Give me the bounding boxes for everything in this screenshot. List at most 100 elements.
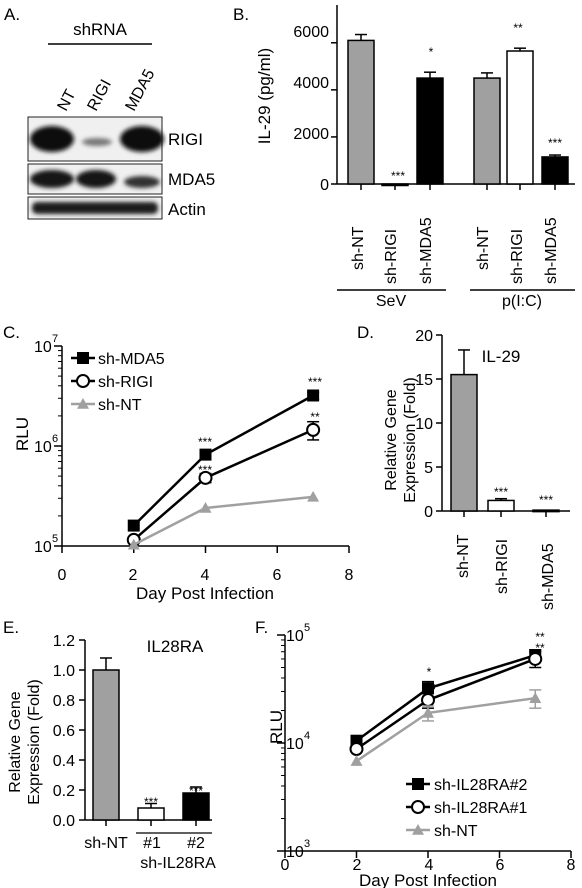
panel-c-xtick: 8: [345, 567, 354, 584]
panel-f-letter: F.: [255, 618, 268, 637]
point-sh-IL28RA#1: [528, 651, 543, 666]
band-rigi-rigi: [82, 138, 112, 146]
panel-f-ytick-exp: 5: [304, 622, 310, 634]
panel-f-sig: **: [535, 641, 545, 655]
panel-b-sig: *: [429, 45, 434, 59]
point-sh-NT: [529, 692, 542, 703]
legend-marker-sh-IL28RA#2: [412, 778, 424, 790]
panel-c-legend-label: sh-MDA5: [98, 351, 165, 368]
panel-f-legend-label: sh-IL28RA#1: [434, 800, 527, 817]
panel-c-plot: [54, 345, 350, 553]
panel-f-sig: ns: [423, 679, 436, 693]
panel-f-xtick: 6: [496, 857, 505, 874]
panel-e-inset-title: IL28RA: [147, 637, 204, 656]
panel-d-inset-title: IL-29: [482, 347, 521, 366]
lane-label-rigi: RIGI: [85, 77, 115, 114]
panel-d-cat-label: sh-MDA5: [540, 543, 557, 610]
point-sh-NT: [199, 501, 212, 513]
panel-d-sig: ***: [539, 493, 553, 507]
panel-c-sig: ***: [198, 435, 212, 449]
panel-e-ytick: 1.0: [53, 663, 75, 680]
panel-d-ylabel-2: Expression (Fold): [402, 377, 419, 502]
panel-d: D. Relative Gene Expression (Fold) 0 5 1…: [357, 323, 570, 610]
panel-d-cat-label: sh-RIGI: [494, 539, 511, 594]
panel-a-letter: A.: [4, 5, 20, 24]
bar-sh-MDA5: [416, 77, 444, 185]
panel-c-ylabel: RLU: [13, 417, 32, 451]
panel-b-cat-label: sh-RIGI: [383, 229, 400, 284]
panel-e-ytick: 0.4: [53, 753, 75, 770]
panel-f-ylabel: RLU: [267, 710, 286, 744]
panel-d-ytick: 0: [424, 504, 433, 521]
panel-c-ytick-exp: 6: [52, 433, 58, 445]
panel-b-ytick: 4000: [293, 75, 329, 92]
panel-e-ylabel-2: Expression (Fold): [26, 679, 43, 804]
panel-e-ytick: 0.2: [53, 783, 75, 800]
legend-marker-sh-NT: [77, 398, 89, 409]
point-sh-MDA5: [127, 519, 140, 532]
panel-f-xtick: 0: [281, 857, 290, 874]
point-sh-MDA5: [199, 448, 212, 461]
panel-f-ytick-exp: 3: [304, 838, 310, 850]
band-mda5-mda5: [124, 176, 160, 188]
panel-e-cat-label: sh-NT: [84, 835, 128, 852]
panel-e-group-label: sh-IL28RA: [140, 855, 216, 872]
panel-b-ylabel: IL-29 (pg/ml): [255, 48, 274, 144]
point-sh-NT: [350, 755, 363, 766]
series-line-sh-IL28RA#1: [355, 657, 536, 751]
panel-c-ytick-base: 10: [34, 539, 52, 556]
panel-c-letter: C.: [3, 323, 20, 342]
legend-marker-sh-MDA5: [77, 352, 89, 364]
panel-e-ytick: 1.2: [53, 633, 75, 650]
bar-sh-NT: [450, 373, 478, 512]
panel-b-sig: ***: [548, 136, 562, 150]
panel-c-legend-label: sh-NT: [98, 397, 142, 414]
panel-b-sig: ***: [391, 169, 405, 183]
panel-d-cat-label: sh-NT: [455, 534, 472, 578]
panel-e: E. Relative Gene Expression (Fold) 0.0 0…: [3, 618, 216, 872]
group-label-sev: SeV: [376, 293, 407, 310]
blot-label-rigi: RIGI: [168, 130, 203, 149]
panel-d-ytick: 5: [424, 460, 433, 477]
bar-sh-NT: [473, 77, 501, 185]
panel-c-legend-label: sh-RIGI: [98, 374, 153, 391]
panel-b-sig: **: [513, 21, 523, 35]
panel-b-cat-label: sh-RIGI: [509, 229, 526, 284]
panel-d-ytick: 10: [415, 416, 433, 433]
point-sh-MDA5: [307, 389, 320, 402]
panel-c-xlabel: Day Post Infection: [136, 584, 274, 603]
panel-c: C. RLU 10 5 10 6 10 7 0 2 4 6 8 Day Post…: [3, 323, 354, 603]
bar-#2: [182, 792, 210, 821]
bar-sh-MDA5: [541, 156, 569, 185]
series-line-sh-NT: [133, 495, 314, 546]
point-sh-NT: [422, 706, 434, 718]
panel-f-xtick: 8: [567, 857, 576, 874]
band-actin: [32, 202, 158, 214]
panel-e-cat-label: #2: [187, 835, 205, 852]
shrna-header: shRNA: [73, 20, 128, 39]
panel-d-plot: [436, 334, 570, 517]
panel-f-legend-label: sh-NT: [434, 823, 478, 840]
panel-f-plot: [277, 634, 572, 858]
panel-c-ytick-base: 10: [34, 439, 52, 456]
panel-b-cat-label: sh-MDA5: [418, 217, 435, 284]
bar-sh-NT: [92, 669, 120, 821]
panel-f-sig: *: [427, 665, 432, 679]
point-sh-NT: [307, 490, 320, 502]
point-sh-IL28RA#1: [349, 741, 364, 756]
series-line-sh-RIGI: [132, 428, 314, 541]
panel-a: A. shRNA NT RIGI MDA5 RIGI MDA5 Actin: [4, 5, 215, 220]
panel-f-legend-label: sh-IL28RA#2: [434, 777, 527, 794]
panel-d-ytick: 20: [415, 328, 433, 345]
point-sh-IL28RA#2: [422, 682, 434, 695]
panel-b-cat-label: sh-NT: [475, 226, 492, 270]
point-sh-IL28RA#1: [421, 693, 435, 708]
panel-b: B. IL-29 (pg/ml) 0 2000 4000 6000 sh-NT …: [233, 5, 575, 310]
panel-c-ytick-exp: 5: [52, 533, 58, 545]
panel-c-ytick-base: 10: [34, 339, 52, 356]
panel-f-ytick-base: 10: [286, 628, 304, 645]
panel-f-ytick-base: 10: [286, 844, 304, 861]
bar-sh-NT: [347, 39, 375, 185]
panel-b-ytick: 6000: [293, 24, 329, 41]
